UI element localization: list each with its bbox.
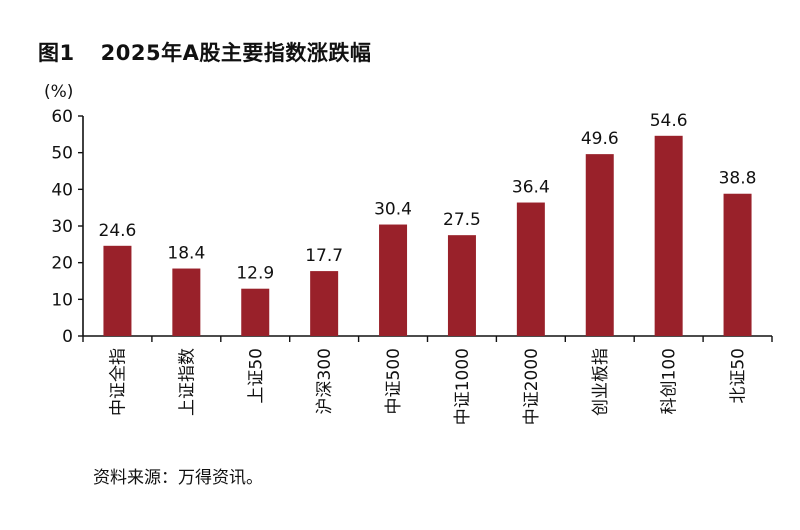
x-category-label: 中证全指 [108,348,128,416]
bar-value-label: 54.6 [650,111,688,131]
value-labels: 24.6 18.4 12.9 17.7 30.4 27.5 36.4 49.6 54.6 38.8 [99,111,757,284]
x-category-label: 上证指数 [177,348,197,416]
y-tick-label: 50 [51,144,73,164]
bar-value-label: 12.9 [236,264,274,284]
y-tick-label: 40 [51,180,73,200]
bar [447,235,476,336]
source-note: 资料来源：万得资讯。 [93,468,263,488]
bar [379,224,408,336]
y-axis-unit-label: (%) [44,82,73,102]
y-tick-label: 60 [51,107,73,127]
y-tick-label: 10 [51,290,73,310]
bar [241,288,270,336]
figure-title-text: 2025年A股主要指数涨跌幅 [100,41,372,65]
bar-value-label: 49.6 [581,129,619,149]
x-category-label: 创业板指 [591,348,611,416]
bar-value-label: 17.7 [305,246,343,266]
bar-value-label: 27.5 [443,210,481,230]
bar-value-label: 24.6 [99,221,137,241]
bar-value-label: 38.8 [719,169,757,189]
bar [310,271,339,336]
x-category-label: 中证500 [384,348,404,414]
x-category-label: 北证50 [729,348,749,404]
bar [516,202,545,336]
x-category-label: 科创100 [660,348,680,414]
bar [103,245,132,336]
y-tick-label: 0 [62,327,73,347]
figure-label: 图1 [38,41,75,65]
bar-series [103,135,752,336]
bar [172,268,201,336]
bar [585,154,614,336]
x-category-label: 上证50 [246,348,266,404]
x-category-label: 中证1000 [453,348,473,425]
figure-title: 图1 2025年A股主要指数涨跌幅 [38,37,371,67]
bar [723,193,752,336]
x-category-label: 沪深300 [315,348,335,414]
x-category-label: 中证2000 [522,348,542,425]
y-tick-label: 20 [51,254,73,274]
bar [654,135,683,336]
bar-value-label: 36.4 [512,178,550,198]
bar-value-label: 18.4 [167,244,205,264]
x-axis [82,335,773,342]
category-labels: 中证全指 上证指数 上证50 沪深300 中证500 中证1000 中证2000 创业板指 科创… [108,348,748,425]
y-tick-label: 30 [51,217,73,237]
bar-value-label: 30.4 [374,200,412,220]
y-axis: 0 10 20 30 40 50 60 [51,107,84,347]
